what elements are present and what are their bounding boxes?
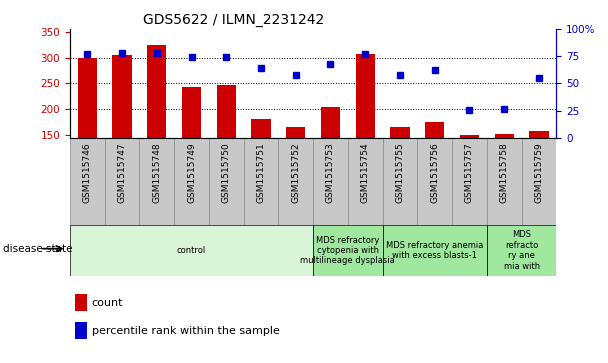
Text: GSM1515746: GSM1515746 bbox=[83, 142, 92, 203]
Text: GSM1515754: GSM1515754 bbox=[361, 142, 370, 203]
Bar bbox=[522, 138, 556, 225]
Bar bbox=[112, 55, 131, 138]
Bar bbox=[382, 138, 417, 225]
Text: GSM1515756: GSM1515756 bbox=[430, 142, 439, 203]
Bar bbox=[313, 225, 382, 276]
Bar bbox=[244, 138, 278, 225]
Text: GSM1515748: GSM1515748 bbox=[152, 142, 161, 203]
Bar bbox=[417, 138, 452, 225]
Bar bbox=[530, 131, 548, 138]
Bar bbox=[139, 138, 174, 225]
Bar bbox=[313, 138, 348, 225]
Bar bbox=[452, 138, 487, 225]
Text: GDS5622 / ILMN_2231242: GDS5622 / ILMN_2231242 bbox=[143, 13, 324, 26]
Bar bbox=[252, 119, 271, 138]
Bar bbox=[348, 138, 382, 225]
Bar bbox=[78, 58, 97, 138]
Bar bbox=[75, 294, 87, 311]
Text: GSM1515752: GSM1515752 bbox=[291, 142, 300, 203]
Text: count: count bbox=[92, 298, 123, 308]
Text: GSM1515753: GSM1515753 bbox=[326, 142, 335, 203]
Text: MDS refractory
cytopenia with
multilineage dysplasia: MDS refractory cytopenia with multilinea… bbox=[300, 236, 395, 265]
Text: GSM1515755: GSM1515755 bbox=[395, 142, 404, 203]
Bar bbox=[460, 135, 479, 138]
Text: GSM1515747: GSM1515747 bbox=[117, 142, 126, 203]
Bar bbox=[278, 138, 313, 225]
Bar bbox=[105, 138, 139, 225]
Bar bbox=[216, 85, 236, 138]
Text: GSM1515751: GSM1515751 bbox=[257, 142, 266, 203]
Bar bbox=[147, 45, 167, 138]
Text: MDS
refracto
ry ane
mia with: MDS refracto ry ane mia with bbox=[503, 231, 540, 270]
Text: disease state: disease state bbox=[3, 244, 72, 254]
Bar bbox=[174, 138, 209, 225]
Bar bbox=[487, 225, 556, 276]
Bar bbox=[75, 322, 87, 339]
Bar bbox=[321, 107, 340, 138]
Bar bbox=[70, 138, 105, 225]
Bar bbox=[382, 225, 487, 276]
Text: GSM1515749: GSM1515749 bbox=[187, 142, 196, 203]
Bar bbox=[209, 138, 244, 225]
Bar bbox=[286, 127, 305, 138]
Text: GSM1515758: GSM1515758 bbox=[500, 142, 509, 203]
Bar bbox=[182, 87, 201, 138]
Text: percentile rank within the sample: percentile rank within the sample bbox=[92, 326, 280, 336]
Bar bbox=[356, 54, 375, 138]
Text: MDS refractory anemia
with excess blasts-1: MDS refractory anemia with excess blasts… bbox=[386, 241, 483, 260]
Text: control: control bbox=[177, 246, 206, 255]
Text: GSM1515750: GSM1515750 bbox=[222, 142, 231, 203]
Text: GSM1515759: GSM1515759 bbox=[534, 142, 544, 203]
Text: GSM1515757: GSM1515757 bbox=[465, 142, 474, 203]
Bar bbox=[487, 138, 522, 225]
Bar bbox=[390, 127, 410, 138]
Bar bbox=[425, 122, 444, 138]
Bar bbox=[70, 225, 313, 276]
Bar bbox=[495, 134, 514, 138]
